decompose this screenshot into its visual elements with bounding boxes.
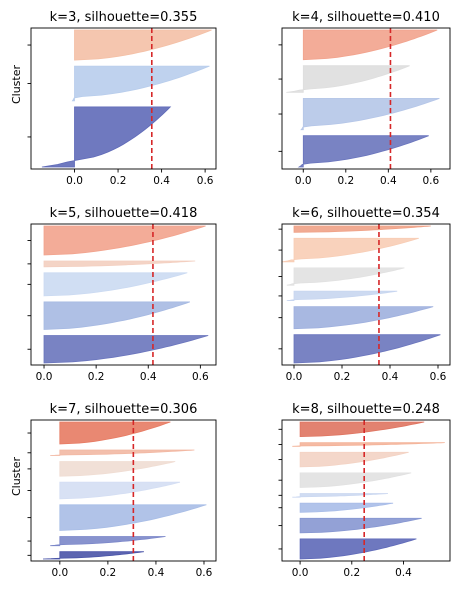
x-tick-label: 0.0 (51, 567, 68, 579)
subplot-k7: 0.0 0.2 0.4 0.6 k=7, silhouette=0.306 Cluster (10, 402, 217, 579)
x-tick-label: 0.4 (395, 567, 412, 579)
x-tick-label: 0.0 (286, 371, 303, 383)
x-tick-label: 0.6 (192, 371, 209, 383)
cluster-2-silhouette (286, 65, 410, 93)
cluster-4-silhouette (281, 237, 419, 263)
x-tick-label: 0.2 (337, 175, 354, 187)
y-axis-label: Cluster (10, 65, 23, 105)
axes-frame (281, 419, 451, 562)
cluster-6-silhouette (292, 442, 445, 447)
subplot-k8: 0.0 0.2 0.4 k=8, silhouette=0.248 (278, 402, 451, 579)
axes-frame (281, 27, 451, 170)
cluster-4-silhouette (299, 472, 412, 488)
cluster-3-silhouette (286, 267, 405, 286)
subplot-title: k=3, silhouette=0.355 (50, 10, 198, 25)
cluster-0-silhouette (299, 538, 417, 560)
x-tick-label: 0.2 (100, 567, 117, 579)
x-tick-label: 0.0 (66, 175, 83, 187)
cluster-1-silhouette (50, 536, 166, 547)
cluster-6-silhouette (59, 421, 171, 445)
cluster-1-silhouette (293, 306, 434, 330)
subplot-k5: 0.0 0.2 0.4 0.6 k=5, silhouette=0.418 (27, 206, 217, 383)
x-tick-label: 0.4 (148, 567, 165, 579)
subplot-title: k=5, silhouette=0.418 (50, 206, 198, 221)
cluster-2-silhouette (286, 290, 398, 301)
subplot-k6: 0.0 0.2 0.4 0.6 k=6, silhouette=0.354 (278, 206, 451, 383)
cluster-3-silhouette (43, 260, 196, 268)
subplot-title: k=7, silhouette=0.306 (50, 402, 198, 417)
x-tick-label: 0.2 (343, 567, 360, 579)
cluster-0-silhouette (293, 334, 441, 364)
axes-frame (30, 223, 217, 366)
x-tick-label: 0.4 (382, 371, 399, 383)
cluster-2-silhouette (43, 272, 188, 297)
cluster-3-silhouette (59, 481, 181, 500)
x-tick-label: 0.6 (430, 371, 447, 383)
cluster-3-silhouette (302, 29, 438, 61)
x-tick-label: 0.6 (196, 567, 213, 579)
cluster-0-silhouette (297, 135, 429, 168)
axes-frame (30, 27, 217, 170)
subplot-title: k=4, silhouette=0.410 (292, 10, 440, 25)
subplot-k3: 0.0 0.2 0.4 0.6 k=3, silhouette=0.355 Cluster (10, 10, 217, 187)
cluster-5-silhouette (299, 451, 409, 468)
axes-frame (281, 223, 451, 366)
x-tick-label: 0.6 (423, 175, 440, 187)
cluster-4-silhouette (43, 225, 206, 256)
x-tick-label: 0.2 (88, 371, 105, 383)
x-tick-label: 0.6 (197, 175, 214, 187)
cluster-5-silhouette (293, 225, 431, 233)
cluster-2-silhouette (299, 502, 394, 513)
cluster-5-silhouette (50, 449, 195, 456)
x-tick-label: 0.0 (292, 567, 309, 579)
x-tick-label: 0.2 (110, 175, 127, 187)
y-axis-label: Cluster (10, 457, 23, 497)
cluster-7-silhouette (299, 421, 425, 438)
cluster-1-silhouette (71, 65, 210, 102)
x-tick-label: 0.4 (153, 175, 170, 187)
x-tick-label: 0.2 (334, 371, 351, 383)
subplot-k4: 0.0 0.2 0.4 0.6 k=4, silhouette=0.410 (278, 10, 451, 187)
cluster-1-silhouette (43, 301, 191, 330)
cluster-1-silhouette (299, 517, 422, 534)
cluster-3-silhouette (292, 493, 389, 498)
subplot-title: k=6, silhouette=0.354 (292, 206, 440, 221)
x-tick-label: 0.4 (140, 371, 157, 383)
subplot-title: k=8, silhouette=0.248 (292, 402, 440, 417)
x-tick-label: 0.4 (380, 175, 397, 187)
cluster-1-silhouette (300, 98, 440, 131)
cluster-2-silhouette (74, 29, 212, 61)
x-tick-label: 0.0 (295, 175, 312, 187)
cluster-0-silhouette (43, 335, 209, 364)
cluster-4-silhouette (59, 461, 176, 477)
cluster-0-silhouette (41, 106, 172, 168)
x-tick-label: 0.0 (36, 371, 53, 383)
cluster-0-silhouette (42, 551, 144, 560)
